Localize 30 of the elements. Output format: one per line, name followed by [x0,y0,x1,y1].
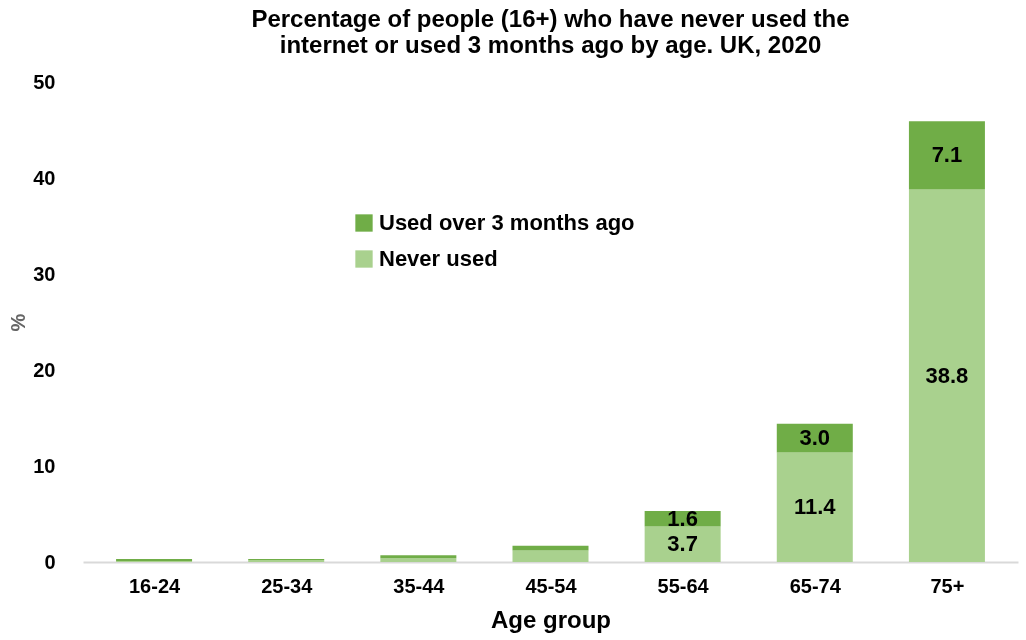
y-tick-label: 20 [33,358,56,381]
data-label: 11.4 [793,494,837,520]
x-tick-label: 25-34 [261,574,314,597]
y-axis-title: % [7,313,30,332]
bar [776,452,853,562]
text: internet or used 3 months ago by age. UK, 2020 [279,31,822,58]
y-tick-label: 0 [44,550,56,573]
bar [512,550,589,562]
bar [908,189,985,562]
x-tick-label: 55-64 [657,574,710,597]
data-label: 1.6 [667,505,698,531]
legend-label: Used over 3 months ago [379,210,635,235]
y-tick-label: 40 [33,166,56,189]
x-tick-label: 16-24 [128,574,182,597]
y-tick-label: 50 [33,70,56,93]
x-tick-label: 65-74 [789,574,842,597]
data-label: 3.7 [667,531,698,557]
bar [908,121,985,190]
data-label: 38.8 [925,362,969,388]
y-tick-label: 30 [33,262,56,285]
x-tick-label: 45-54 [525,574,578,597]
data-label: 7.1 [931,142,963,168]
legend-label: Never used [379,246,498,271]
x-tick-label: 35-44 [393,574,446,597]
y-tick-label: 10 [33,454,56,477]
x-tick-label: 75+ [930,574,965,597]
data-label: 3.0 [799,425,831,451]
text: Percentage of people (16+) who have never used the [251,5,850,32]
bar [644,526,721,562]
x-axis-title: Age group [491,605,611,633]
